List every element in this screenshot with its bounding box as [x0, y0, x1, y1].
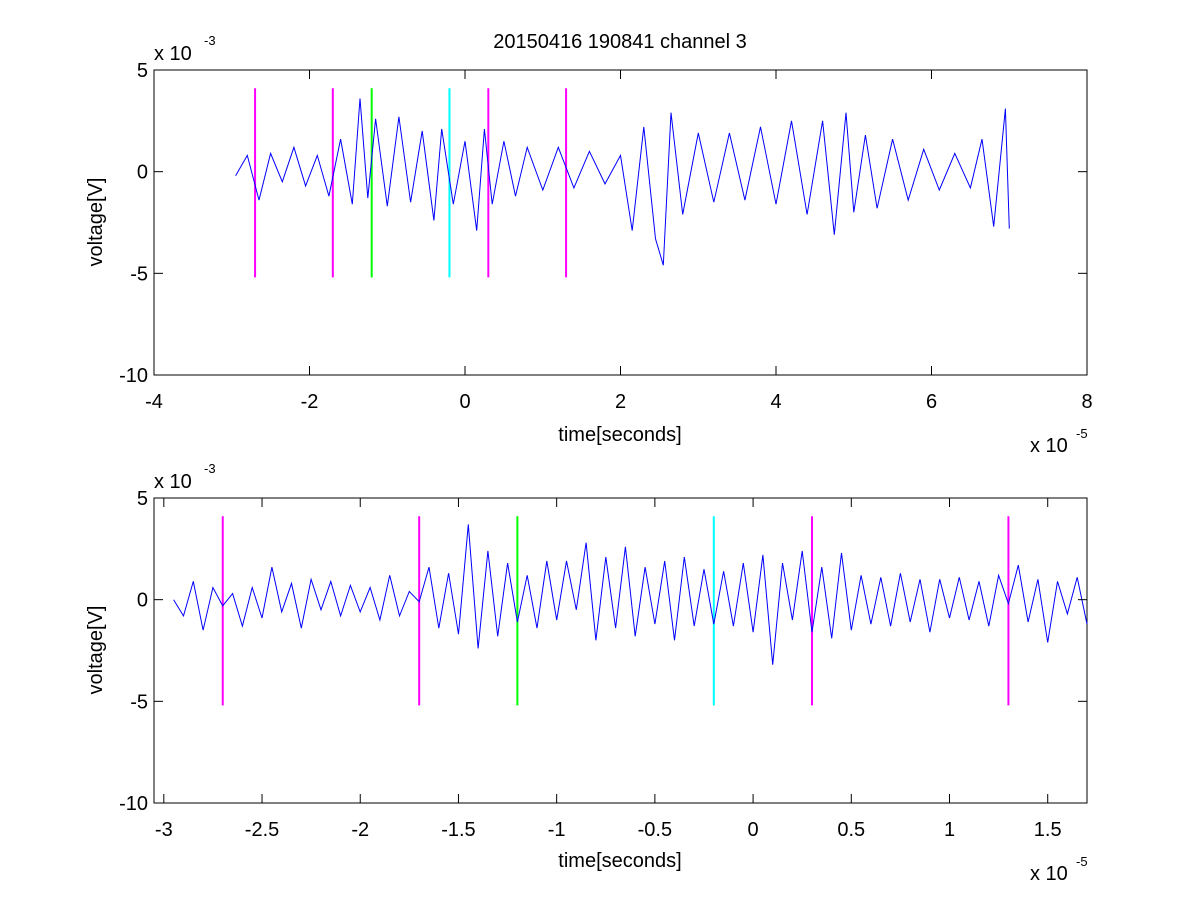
x-tick-label: 1 [944, 819, 955, 841]
chart-bottom: -3 -2.5 -2 -1.5 -1 -0.5 0 0.5 1 1.5 -10 -5 0 5 volta… [85, 461, 1088, 885]
y-axis-label-bottom: voltage[V] [85, 606, 107, 695]
x-tick-label: -2 [301, 391, 319, 413]
x-tick-label: 0 [459, 391, 470, 413]
x-tick-label: -1.5 [441, 819, 475, 841]
x-ticks-bottom: -3 -2.5 -2 -1.5 -1 -0.5 0 0.5 1 1.5 [155, 498, 1062, 841]
x-tick-label: 0.5 [837, 819, 865, 841]
x-exponent-base-top: x 10 [1030, 435, 1068, 457]
x-tick-label: 4 [770, 391, 781, 413]
voltage-trace-bottom [173, 524, 1088, 665]
x-axis-label-top: time[seconds] [558, 424, 681, 446]
y-ticks-top: -10 -5 0 5 [119, 60, 1087, 387]
y-exponent-bottom: x 10 -3 [154, 461, 216, 493]
x-exponent-power-top: -5 [1076, 426, 1088, 441]
x-tick-label: 1.5 [1034, 819, 1062, 841]
voltage-trace-top [235, 98, 1010, 266]
chart-top: 20150416 190841 channel 3 -4 -2 0 2 4 6 8 -10-… [85, 31, 1093, 457]
x-tick-label: -1 [548, 819, 566, 841]
vlines-bottom [221, 516, 1010, 706]
x-tick-label: 0 [748, 819, 759, 841]
x-tick-label: 2 [615, 391, 626, 413]
y-tick-label: 0 [137, 162, 148, 184]
x-ticks-top: -4 -2 0 2 4 6 8 [145, 70, 1093, 413]
plot-area-bottom [153, 497, 1088, 804]
x-tick-label: -0.5 [638, 819, 672, 841]
y-tick-label: -5 [130, 691, 148, 713]
y-tick-label: 0 [137, 590, 148, 612]
y-exponent-base-bottom: x 10 [154, 471, 192, 493]
y-axis-label-top: voltage[V] [85, 178, 107, 267]
x-exponent-base-bottom: x 10 [1030, 863, 1068, 885]
x-tick-label: -4 [145, 391, 163, 413]
x-exponent-bottom: x 10 -5 [1030, 854, 1088, 885]
x-exponent-top: x 10 -5 [1030, 426, 1088, 457]
x-tick-label: 6 [926, 391, 937, 413]
vlines-top [254, 88, 568, 278]
x-tick-label: -2.5 [245, 819, 279, 841]
y-ticks-bottom: -10 -5 0 5 [119, 488, 1087, 815]
y-tick-label: -10 [119, 793, 148, 815]
x-tick-label: 8 [1081, 391, 1092, 413]
y-tick-label: 5 [137, 60, 148, 82]
x-tick-label: -2 [351, 819, 369, 841]
y-exponent-power-bottom: -3 [204, 461, 216, 476]
y-tick-label: -5 [130, 263, 148, 285]
y-exponent-top: x 10 -3 [154, 33, 216, 65]
y-tick-label: -10 [119, 365, 148, 387]
y-exponent-base-top: x 10 [154, 43, 192, 65]
y-exponent-power-top: -3 [204, 33, 216, 48]
x-axis-label-bottom: time[seconds] [558, 850, 681, 872]
chart-title: 20150416 190841 channel 3 [493, 31, 747, 53]
x-tick-label: -3 [155, 819, 173, 841]
x-exponent-power-bottom: -5 [1076, 854, 1088, 869]
y-tick-label: 5 [137, 488, 148, 510]
